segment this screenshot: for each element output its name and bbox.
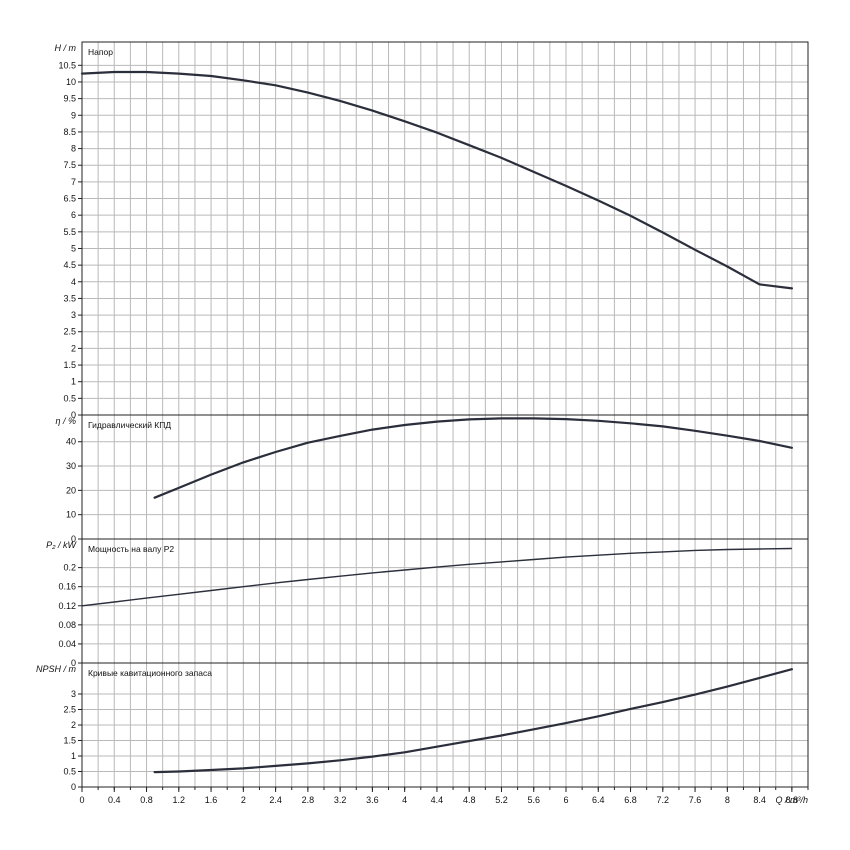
y-tick-label: 0 (71, 534, 76, 544)
panel-frame-head (81, 41, 809, 416)
y-tick-label: 0.04 (58, 639, 76, 649)
series-line-efficiency (153, 417, 793, 499)
y-tick-label: 30 (66, 461, 76, 471)
x-tick-label: 4.4 (431, 795, 444, 805)
series-line-head (80, 70, 793, 290)
y-tick-label: 5.5 (63, 227, 76, 237)
x-tick-label: 2 (241, 795, 246, 805)
y-tick-label: 10.5 (58, 60, 76, 70)
x-tick-label: 5.6 (527, 795, 540, 805)
y-tick-label: 1 (71, 751, 76, 761)
y-tick-label: 3 (71, 689, 76, 699)
y-tick-label: 0 (71, 782, 76, 792)
x-tick-label: 1.6 (205, 795, 218, 805)
y-tick-label: 6 (71, 210, 76, 220)
panel-title-npsh: Кривые кавитационного запаса (88, 668, 212, 678)
y-tick-label: 1 (71, 377, 76, 387)
x-tick-label: 7.6 (689, 795, 702, 805)
y-axis-label-power: P₂ / kW (46, 540, 77, 550)
x-tick-label: 4.8 (463, 795, 476, 805)
y-tick-label: 0.16 (58, 582, 76, 592)
y-tick-label: 2 (71, 343, 76, 353)
x-tick-label: 6.8 (624, 795, 637, 805)
y-tick-label: 10 (66, 77, 76, 87)
x-tick-label: 6.4 (592, 795, 605, 805)
x-axis-label: Q / m³/h (775, 795, 808, 805)
panel-title-head: Напор (88, 47, 113, 57)
y-tick-label: 3.5 (63, 293, 76, 303)
x-tick-label: 0.4 (108, 795, 121, 805)
y-tick-label: 0 (71, 410, 76, 420)
y-tick-label: 4.5 (63, 260, 76, 270)
y-tick-label: 0.08 (58, 620, 76, 630)
x-tick-label: 3.2 (334, 795, 347, 805)
y-tick-label: 7.5 (63, 160, 76, 170)
x-tick-label: 7.2 (657, 795, 670, 805)
y-tick-label: 7 (71, 177, 76, 187)
y-tick-label: 10 (66, 510, 76, 520)
x-tick-label: 1.2 (173, 795, 186, 805)
y-axis-label-npsh: NPSH / m (36, 664, 77, 674)
y-tick-label: 1.5 (63, 736, 76, 746)
y-tick-label: 0.12 (58, 601, 76, 611)
y-tick-label: 0.2 (63, 563, 76, 573)
x-tick-label: 5.2 (495, 795, 508, 805)
y-axis-label-head: H / m (55, 43, 77, 53)
y-tick-label: 20 (66, 485, 76, 495)
y-tick-label: 8 (71, 144, 76, 154)
y-tick-label: 5 (71, 243, 76, 253)
x-tick-label: 3.6 (366, 795, 379, 805)
y-tick-label: 9 (71, 110, 76, 120)
series-line-npsh (153, 668, 793, 774)
x-tick-label: 8 (725, 795, 730, 805)
x-tick-label: 0 (79, 795, 84, 805)
y-tick-label: 4 (71, 277, 76, 287)
y-tick-label: 8.5 (63, 127, 76, 137)
panel-title-efficiency: Гидравлический КПД (88, 420, 171, 430)
y-tick-label: 9.5 (63, 94, 76, 104)
x-tick-label: 2.4 (269, 795, 282, 805)
panel-title-power: Мощность на валу P2 (88, 544, 174, 554)
x-tick-label: 0.8 (140, 795, 153, 805)
y-tick-label: 40 (66, 437, 76, 447)
y-tick-label: 1.5 (63, 360, 76, 370)
x-tick-label: 8.4 (753, 795, 766, 805)
y-tick-label: 6.5 (63, 194, 76, 204)
y-tick-label: 2.5 (63, 327, 76, 337)
y-tick-label: 0.5 (63, 767, 76, 777)
series-line-power (81, 547, 792, 607)
panel-frame-npsh (81, 662, 809, 788)
x-tick-label: 2.8 (302, 795, 315, 805)
x-tick-label: 4 (402, 795, 407, 805)
y-tick-label: 0.5 (63, 393, 76, 403)
x-tick-label: 6 (563, 795, 568, 805)
y-axis-label-efficiency: η / % (55, 416, 76, 426)
y-tick-label: 0 (71, 658, 76, 668)
x-tick-label: 8.8 (786, 795, 799, 805)
y-tick-label: 2.5 (63, 705, 76, 715)
panel-frame-efficiency (81, 414, 809, 540)
y-tick-label: 2 (71, 720, 76, 730)
y-tick-label: 3 (71, 310, 76, 320)
